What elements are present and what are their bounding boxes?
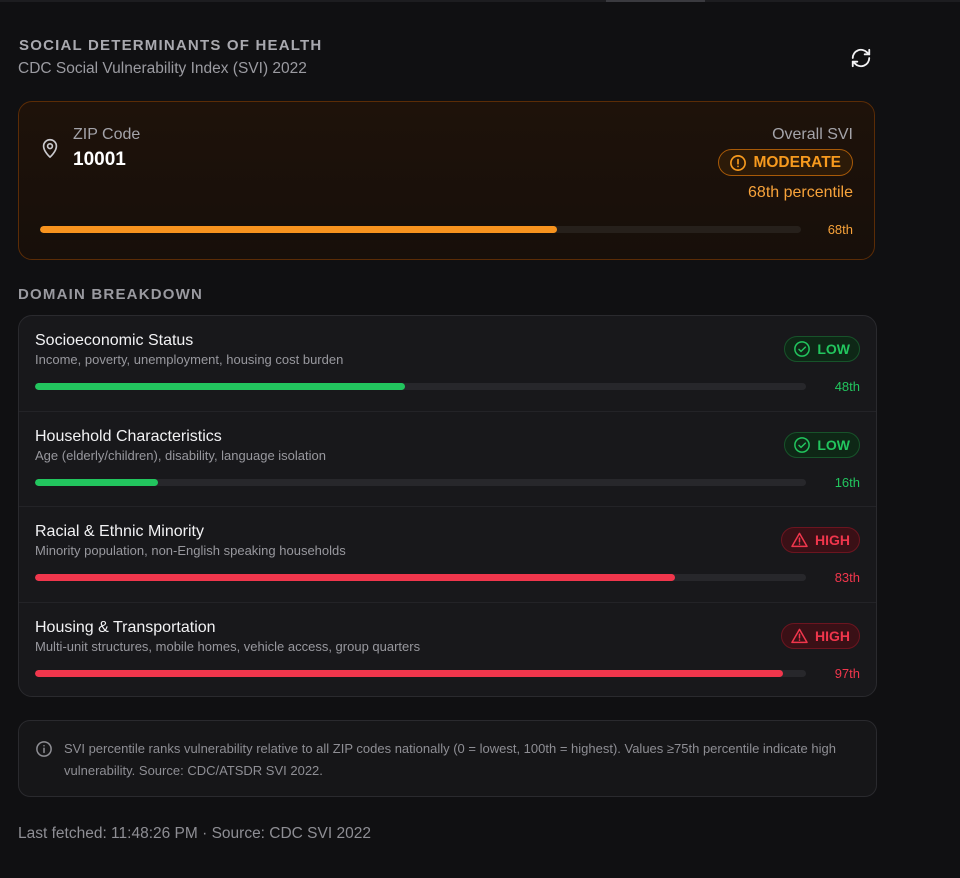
top-divider [0, 0, 960, 2]
domain-level-text: LOW [817, 341, 850, 357]
alert-triangle-icon [791, 532, 808, 548]
info-icon [36, 741, 52, 757]
domain-breakdown-list: Socioeconomic Status Income, poverty, un… [18, 315, 877, 697]
domain-progress-fill [35, 478, 159, 486]
info-text: SVI percentile ranks vulnerability relat… [64, 741, 836, 778]
domain-progress-track [35, 383, 806, 390]
refresh-icon [851, 48, 871, 68]
zip-label: ZIP Code [73, 126, 141, 143]
map-pin-icon [42, 138, 58, 158]
overall-level-badge: MODERATE [718, 149, 853, 176]
panel-header: SOCIAL DETERMINANTS OF HEALTH CDC Social… [18, 0, 877, 100]
domain-row: Socioeconomic Status Income, poverty, un… [19, 316, 876, 412]
domain-description: Income, poverty, unemployment, housing c… [35, 352, 344, 367]
section-title: DOMAIN BREAKDOWN [18, 286, 204, 303]
domain-progress-track [35, 574, 806, 581]
domain-row: Racial & Ethnic Minority Minority popula… [19, 507, 876, 603]
top-tab-indicator [606, 0, 705, 2]
domain-level-text: HIGH [815, 627, 850, 644]
domain-description: Age (elderly/children), disability, lang… [35, 447, 326, 463]
domain-description: Multi-unit structures, mobile homes, veh… [35, 638, 421, 654]
overall-progress-label: 68th [827, 222, 853, 237]
domain-percentile: 97th [834, 665, 860, 681]
svi-panel: SOCIAL DETERMINANTS OF HEALTH CDC Social… [18, 0, 877, 842]
domain-progress-fill [35, 669, 783, 677]
domain-description: Minority population, non-English speakin… [35, 543, 346, 558]
alert-triangle-icon [791, 628, 808, 643]
domain-progress-fill [35, 383, 406, 390]
domain-level-badge: HIGH [781, 527, 860, 553]
overall-svi-label: Overall SVI [772, 126, 853, 143]
overall-svi-card: ZIP Code 10001 Overall SVI MODERATE 68th… [18, 101, 875, 260]
domain-progress-track [35, 669, 806, 677]
overall-percentile-text: 68th percentile [748, 184, 853, 201]
overall-progress-track [40, 226, 801, 233]
page-subtitle: CDC Social Vulnerability Index (SVI) 202… [18, 60, 307, 77]
domain-row: Household Characteristics Age (elderly/c… [19, 412, 876, 507]
domain-progress-fill [35, 574, 675, 581]
domain-progress-track [35, 478, 806, 486]
zip-value: 10001 [73, 149, 126, 170]
page-title: SOCIAL DETERMINANTS OF HEALTH [19, 37, 323, 54]
domain-level-badge: LOW [784, 336, 860, 362]
overall-level-text: MODERATE [753, 153, 841, 171]
refresh-button[interactable] [849, 46, 873, 70]
domain-level-badge: HIGH [781, 622, 860, 649]
info-note: SVI percentile ranks vulnerability relat… [18, 720, 877, 797]
domain-level-badge: LOW [784, 431, 860, 458]
last-fetched-footer: Last fetched: 11:48:26 PM · Source: CDC … [18, 825, 371, 842]
check-circle-icon [794, 436, 811, 453]
domain-level-text: HIGH [815, 532, 850, 548]
domain-percentile: 83th [834, 570, 860, 585]
check-circle-icon [794, 341, 811, 357]
domain-title: Housing & Transportation [35, 618, 216, 636]
alert-circle-icon [730, 154, 747, 171]
domain-title: Socioeconomic Status [35, 332, 194, 349]
domain-title: Household Characteristics [35, 427, 222, 445]
domain-title: Racial & Ethnic Minority [35, 523, 204, 540]
domain-percentile: 16th [834, 474, 860, 490]
domain-row: Housing & Transportation Multi-unit stru… [19, 603, 876, 697]
overall-progress-fill [40, 226, 558, 233]
domain-percentile: 48th [834, 379, 860, 394]
domain-level-text: LOW [817, 436, 850, 453]
